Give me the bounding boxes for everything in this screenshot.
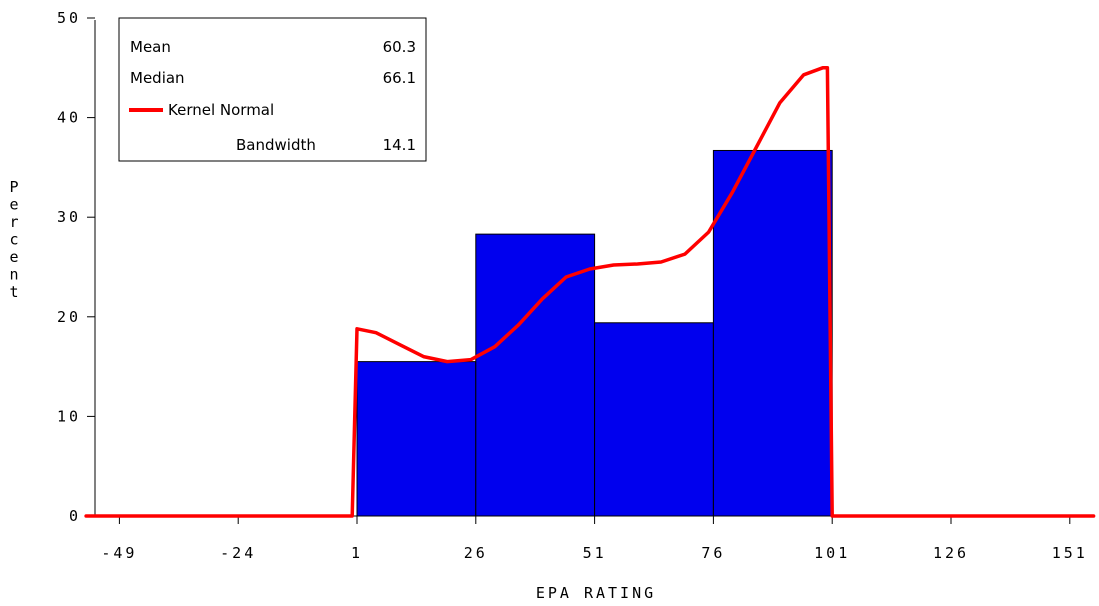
legend-box <box>118 17 427 162</box>
histogram-bar-4 <box>712 149 833 517</box>
y-tick-label: 40 <box>57 109 81 127</box>
legend-mean-value: 60.3 <box>383 38 416 56</box>
legend-bandwidth-label: Bandwidth <box>236 136 316 154</box>
x-tick-label: -24 <box>220 544 256 562</box>
x-tick-label: -49 <box>101 544 137 562</box>
legend-mean-label: Mean <box>130 38 171 56</box>
histogram-bars <box>356 149 833 517</box>
x-tick-label: 26 <box>464 544 488 562</box>
histogram-bar-2 <box>475 233 596 517</box>
x-tick-label: 76 <box>701 544 725 562</box>
x-axis-label: EPA RATING <box>536 584 656 602</box>
x-tick-label: 101 <box>814 544 850 562</box>
y-tick-label: 30 <box>57 208 81 226</box>
y-axis-label-letter: e <box>9 196 18 214</box>
y-tick-label: 0 <box>69 507 81 525</box>
legend-median-value: 66.1 <box>383 69 416 87</box>
y-axis-label-letter: c <box>9 231 18 249</box>
x-tick-label: 151 <box>1052 544 1088 562</box>
kernel-density-curve <box>84 66 1096 518</box>
y-tick-label: 10 <box>57 407 81 425</box>
x-tick-label: 1 <box>351 544 363 562</box>
y-axis-label-letter: n <box>9 266 18 284</box>
y-tick-label: 50 <box>57 9 81 27</box>
y-axis-label-letter: t <box>9 283 18 301</box>
legend-bandwidth-value: 14.1 <box>383 136 416 154</box>
x-tick-label: 126 <box>933 544 969 562</box>
legend-kernel-label: Kernel Normal <box>168 101 274 119</box>
y-tick-label: 20 <box>57 308 81 326</box>
legend-median-label: Median <box>130 69 185 87</box>
legend: Mean 60.3 Median 66.1 Kernel Normal Bandwidth… <box>118 17 427 162</box>
y-axis-label-letter: e <box>9 248 18 266</box>
histogram-bar-3 <box>594 322 714 517</box>
histogram-bar-1 <box>356 361 477 517</box>
x-tick-label: 51 <box>583 544 607 562</box>
y-axis-label-letter: P <box>9 178 18 196</box>
y-axis-label-letter: r <box>9 213 18 231</box>
kernel-curve-layer <box>84 66 1096 518</box>
